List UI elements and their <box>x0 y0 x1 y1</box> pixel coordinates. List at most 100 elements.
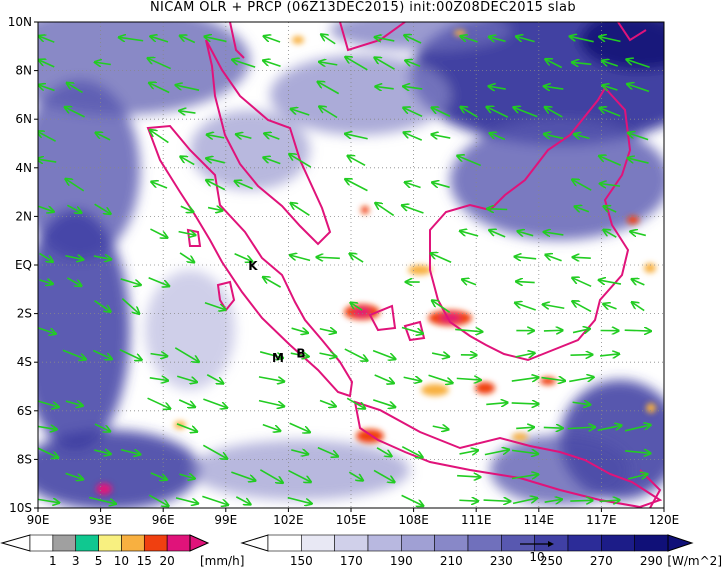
wind-vector <box>291 450 308 454</box>
station-markers: K M B <box>248 259 305 365</box>
olr-colorbar-segment <box>367 534 402 552</box>
wind-vector <box>38 326 56 334</box>
wind-vector <box>149 83 170 94</box>
wind-vector <box>599 280 622 284</box>
wind-vector <box>603 304 617 309</box>
wind-vector <box>516 281 535 282</box>
wind-vector <box>486 403 508 405</box>
marker-k: K <box>248 259 258 273</box>
wind-vector <box>345 179 368 192</box>
wind-vector <box>150 472 167 480</box>
lat-tick-label: 4N <box>15 161 32 175</box>
wind-vector <box>319 329 336 333</box>
wind-vector <box>151 182 168 189</box>
wind-vector <box>92 349 112 360</box>
wind-vector <box>428 374 453 383</box>
wind-vector <box>431 134 451 138</box>
longitude-axis: 90E 93E 96E 99E 102E 105E 108E 111E 114E 117E 120E <box>27 508 679 527</box>
wind-vector <box>572 257 591 258</box>
cambodia-coastline <box>339 22 406 52</box>
wind-vector <box>288 469 311 482</box>
borneo-coastline <box>429 86 632 362</box>
wind-vector <box>120 278 141 285</box>
wind-vector <box>38 400 59 407</box>
wind-vector <box>317 446 338 457</box>
wind-vector <box>204 37 227 43</box>
lon-tick-label: 111E <box>461 513 492 527</box>
wind-vector <box>258 376 284 382</box>
wind-vector <box>375 203 395 217</box>
lon-tick-label: 93E <box>89 513 112 527</box>
wind-vector <box>236 134 252 138</box>
wind-vector <box>570 355 592 356</box>
wind-vector <box>150 130 169 144</box>
wind-vector <box>121 298 139 314</box>
wind-vector <box>291 328 309 333</box>
wind-vector <box>488 86 506 89</box>
wind-vector <box>513 107 538 118</box>
olr-colorbar-label: 190 <box>390 554 413 568</box>
wind-vector <box>432 300 451 313</box>
wind-vector <box>345 134 368 140</box>
wind-vector <box>321 34 336 45</box>
wind-vector <box>632 302 645 312</box>
olr-colorbar-segment <box>401 534 435 552</box>
wind-vector <box>459 500 478 501</box>
wind-vector <box>89 496 116 504</box>
wind-vector <box>149 378 169 381</box>
lat-tick-label: 2N <box>15 209 32 223</box>
wind-vector <box>348 471 363 480</box>
bangka-coastline <box>368 304 397 332</box>
reference-vector-label: 10 <box>529 550 544 564</box>
wind-vector <box>543 304 565 308</box>
wind-vector <box>174 347 199 362</box>
wind-vector <box>66 277 81 286</box>
wind-vector <box>627 474 647 480</box>
wind-vector <box>401 326 423 334</box>
wind-vector <box>180 36 196 44</box>
precip-colorbar-left-arrow <box>0 534 31 552</box>
marker-b: B <box>296 346 305 360</box>
lat-tick-label: 4S <box>17 355 32 369</box>
olr-colorbar-left-arrow <box>240 534 269 552</box>
wind-vector <box>487 209 508 210</box>
wind-vector <box>602 61 619 67</box>
wind-vector <box>347 156 366 167</box>
olr-colorbar-segment <box>301 534 335 552</box>
wind-vector <box>516 427 534 428</box>
lat-tick-label: 2S <box>17 307 32 321</box>
wind-vector <box>350 303 363 311</box>
olr-colorbar-segment <box>634 534 669 552</box>
wind-vector <box>541 378 565 381</box>
wind-vector <box>599 156 622 167</box>
wind-vector <box>202 444 227 459</box>
wind-vector <box>543 427 563 428</box>
olr-colorbar-segment <box>601 534 635 552</box>
precip-colorbar-segment <box>121 534 145 552</box>
wind-vector <box>202 495 228 505</box>
lat-tick-label: 6S <box>17 404 32 418</box>
java-coastline <box>353 400 663 508</box>
wind-vector <box>544 134 564 138</box>
precip-colorbar-unit: [mm/h] <box>200 554 244 568</box>
lon-tick-label: 102E <box>273 513 304 527</box>
olr-colorbar-segment <box>467 534 502 552</box>
wind-vector <box>148 277 170 286</box>
wind-vector <box>544 499 563 502</box>
wind-vector <box>460 107 478 118</box>
wind-vector <box>462 279 477 284</box>
wind-vector <box>511 377 539 381</box>
wind-vector <box>231 471 255 481</box>
lon-tick-label: 90E <box>27 513 50 527</box>
wind-vector <box>289 422 311 432</box>
wind-vector <box>175 497 198 504</box>
wind-vector <box>259 469 283 483</box>
lon-tick-label: 117E <box>586 513 617 527</box>
wind-vector <box>403 108 423 118</box>
wind-vector <box>176 423 197 432</box>
wind-vector <box>65 401 83 406</box>
lon-tick-label: 114E <box>524 513 555 527</box>
wind-vector <box>375 86 394 88</box>
wind-vector <box>94 203 111 214</box>
wind-vector <box>511 403 539 404</box>
